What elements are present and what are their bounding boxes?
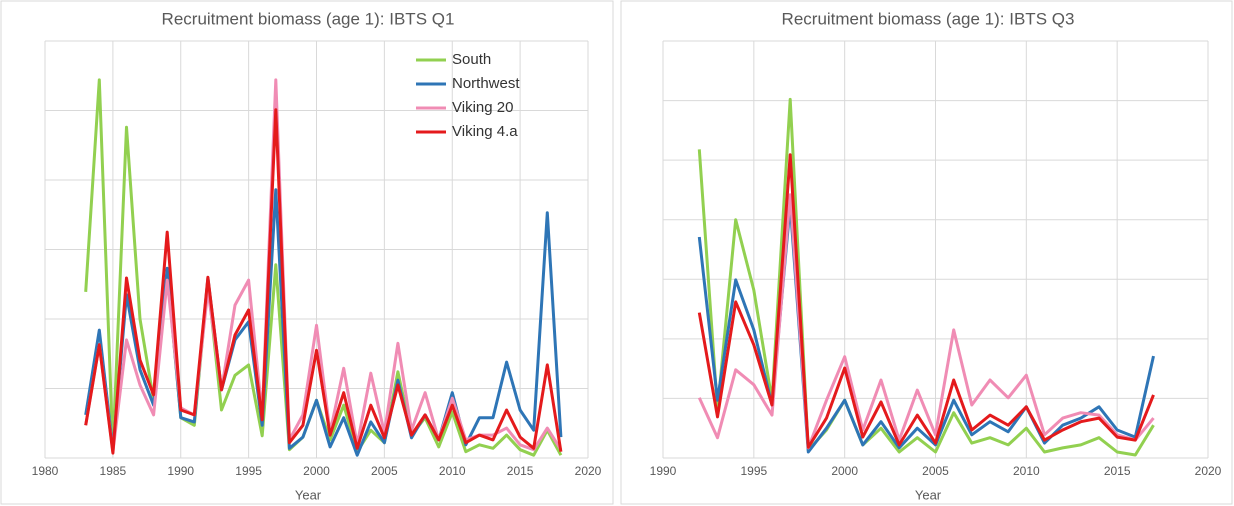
series-line [697, 193, 1155, 450]
x-tick-label: 1980 [32, 464, 59, 478]
x-tick-label: 1995 [740, 464, 767, 478]
x-tick-label: 2005 [922, 464, 949, 478]
legend-label: South [452, 51, 491, 68]
series-line [697, 97, 1155, 457]
x-tick-label: 1985 [100, 464, 127, 478]
x-axis-label: Year [295, 487, 322, 502]
legend-label: Viking 20 [452, 99, 513, 116]
legend-label: Viking 4.a [452, 123, 518, 140]
panel-frame [0, 0, 614, 505]
x-tick-label: 2010 [439, 464, 466, 478]
x-tick-label: 2015 [1104, 464, 1131, 478]
x-tick-label: 2000 [831, 464, 858, 478]
x-tick-label: 2020 [1195, 464, 1222, 478]
chart-title: Recruitment biomass (age 1): IBTS Q1 [162, 9, 455, 28]
x-tick-label: 2010 [1013, 464, 1040, 478]
series-line [697, 153, 1155, 449]
series-line [84, 108, 563, 455]
x-axis-label: Year [915, 487, 942, 502]
x-tick-label: 1990 [167, 464, 194, 478]
series-line [84, 188, 563, 457]
x-tick-label: 1995 [235, 464, 262, 478]
legend-label: Northwest [452, 75, 520, 92]
x-tick-label: 2005 [371, 464, 398, 478]
panel-frame [620, 0, 1233, 505]
chart-title: Recruitment biomass (age 1): IBTS Q3 [782, 9, 1075, 28]
x-tick-label: 2000 [303, 464, 330, 478]
x-tick-label: 2015 [507, 464, 534, 478]
x-tick-label: 1990 [650, 464, 677, 478]
x-tick-label: 2020 [575, 464, 602, 478]
